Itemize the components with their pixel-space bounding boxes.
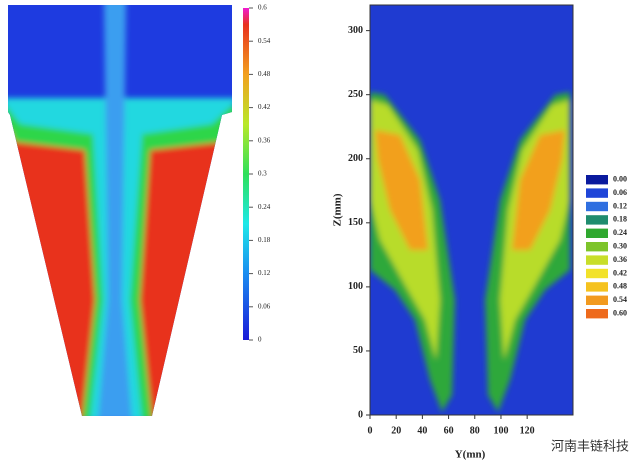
- colorbar-tick-label: 0.48: [258, 70, 271, 78]
- watermark: 河南丰链科技: [551, 439, 629, 455]
- x-tick-label: 100: [493, 425, 508, 436]
- legend-swatch: [586, 188, 608, 198]
- legend-swatch: [586, 268, 608, 279]
- y-tick-label: 0: [358, 409, 363, 420]
- legend-swatch: [586, 215, 608, 225]
- colorbar-tick-label: 0.42: [258, 103, 271, 111]
- legend-swatch: [586, 201, 608, 212]
- right-contour: [370, 5, 573, 415]
- legend-swatch: [586, 309, 608, 319]
- x-tick-label: 0: [368, 425, 373, 436]
- x-tick-label: 60: [444, 425, 454, 436]
- y-tick-label: 150: [348, 217, 363, 228]
- y-tick-label: 200: [348, 153, 363, 164]
- legend-label: 0.36: [613, 255, 627, 264]
- legend-swatch: [586, 175, 608, 185]
- x-tick-label: 80: [470, 425, 480, 436]
- colorbar-tick-label: 0.3: [258, 170, 267, 178]
- colorbar-tick-label: 0.06: [258, 302, 271, 310]
- legend-label: 0.00: [613, 175, 627, 184]
- x-axis-label: Y(mn): [455, 449, 486, 461]
- y-tick-label: 50: [353, 345, 363, 356]
- colorbar-tick-label: 0.18: [258, 236, 271, 244]
- y-tick-label: 100: [348, 281, 363, 292]
- legend-label: 0.18: [613, 215, 627, 224]
- legend-label: 0.42: [613, 268, 627, 277]
- x-tick-label: 20: [391, 425, 401, 436]
- colorbar: [243, 8, 249, 340]
- y-tick-label: 250: [348, 89, 363, 100]
- legend-swatch: [586, 282, 608, 292]
- colorbar-tick-label: 0.24: [258, 203, 271, 211]
- legend-swatch: [586, 228, 608, 238]
- colorbar-tick-label: 0.6: [258, 4, 267, 12]
- x-tick-label: 120: [520, 425, 535, 436]
- legend-swatch: [586, 295, 608, 305]
- legend-label: 0.24: [613, 228, 627, 237]
- y-axis-label: Z(mm): [332, 193, 344, 226]
- colorbar-tick-label: 0.12: [258, 269, 271, 277]
- y-tick-label: 300: [348, 25, 363, 36]
- legend-label: 0.06: [613, 188, 627, 197]
- legend-label: 0.54: [613, 295, 627, 304]
- legend-label: 0.60: [613, 309, 627, 318]
- x-tick-label: 40: [417, 425, 427, 436]
- colorbar-tick-label: 0: [258, 336, 262, 344]
- plot-frame: [369, 4, 574, 416]
- colorbar-tick-label: 0.36: [258, 136, 271, 144]
- legend-swatch: [586, 242, 608, 252]
- legend-label: 0.30: [613, 242, 627, 251]
- legend-swatch: [586, 255, 608, 265]
- legend-label: 0.48: [613, 282, 627, 291]
- colorbar-tick-label: 0.54: [258, 37, 271, 45]
- left-contour: [8, 5, 232, 416]
- legend-label: 0.12: [613, 201, 627, 210]
